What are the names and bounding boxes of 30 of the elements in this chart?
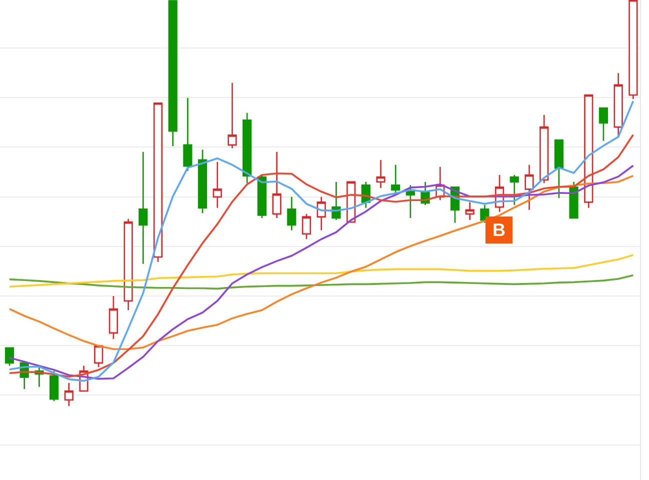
candlestick <box>64 382 74 407</box>
candlestick <box>124 218 133 311</box>
candlestick <box>108 295 118 340</box>
candlestick <box>153 102 163 263</box>
candlestick <box>287 196 296 231</box>
candlestick <box>168 0 178 147</box>
candlestick <box>376 159 386 189</box>
candlestick <box>242 112 252 184</box>
candlestick <box>540 114 549 184</box>
candlestick <box>554 139 564 199</box>
candlestick <box>198 149 208 214</box>
candlestick <box>524 164 534 211</box>
candlestick <box>138 151 148 265</box>
candlestick <box>465 202 474 221</box>
candlestick <box>94 345 104 368</box>
candlestick <box>4 347 14 366</box>
candlestick <box>302 213 312 240</box>
candlestick <box>316 196 326 231</box>
candlestick <box>183 97 192 172</box>
candlestick <box>614 72 623 138</box>
candlestick <box>50 370 59 402</box>
candlestick <box>584 94 594 209</box>
candlestick <box>569 181 578 219</box>
candlestick <box>272 151 282 219</box>
candlestick <box>257 174 266 219</box>
candlestick <box>598 107 608 142</box>
candlestick <box>510 174 519 206</box>
candlestick <box>212 161 222 209</box>
candlestick <box>228 82 237 149</box>
annotation: B <box>492 220 506 240</box>
